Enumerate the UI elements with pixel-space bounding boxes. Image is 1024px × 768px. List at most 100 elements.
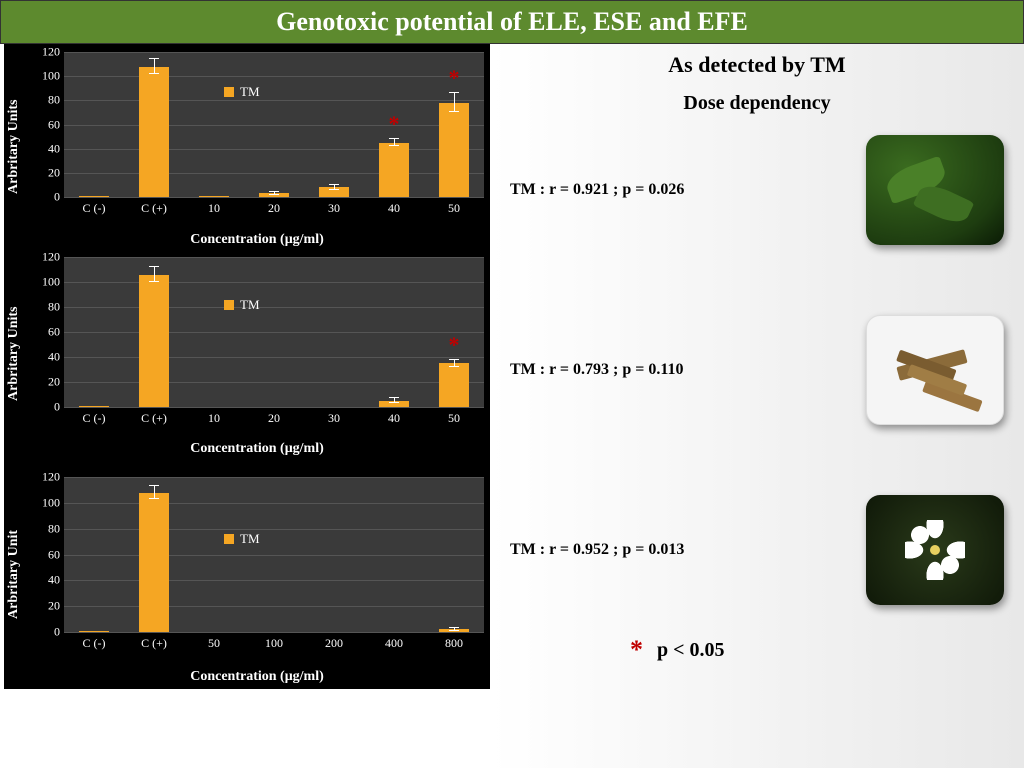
gridline <box>64 503 484 504</box>
x-axis-label: Concentration (μg/ml) <box>190 441 324 457</box>
legend-label: TM <box>240 84 260 100</box>
charts-column: Arbritary Units020406080100120C (-)C (+)… <box>0 44 490 768</box>
significance-asterisk: * <box>630 635 643 665</box>
stat-row-3: TM : r = 0.952 ; p = 0.013 <box>510 495 1004 605</box>
error-cap <box>329 189 339 190</box>
bar <box>139 275 169 408</box>
stat-text-1: TM : r = 0.921 ; p = 0.026 <box>510 181 684 199</box>
y-tick: 100 <box>42 275 60 290</box>
gridline <box>64 282 484 283</box>
x-tick: 20 <box>268 201 280 216</box>
x-axis-label: Concentration (μg/ml) <box>190 669 324 685</box>
error-bar <box>454 93 455 112</box>
bar <box>79 196 109 197</box>
y-tick: 0 <box>54 625 60 640</box>
legend: TM <box>224 531 260 547</box>
stat-row-2: TM : r = 0.793 ; p = 0.110 <box>510 315 1004 425</box>
x-tick: 800 <box>445 636 463 651</box>
significance-note: * p < 0.05 <box>630 635 1004 665</box>
gridline <box>64 555 484 556</box>
legend: TM <box>224 84 260 100</box>
y-tick: 0 <box>54 190 60 205</box>
y-tick: 80 <box>48 521 60 536</box>
plot-area: 020406080100120C (-)C (+)10203040*50 <box>64 257 484 407</box>
stat-text-2: TM : r = 0.793 ; p = 0.110 <box>510 361 684 379</box>
error-cap <box>149 498 159 499</box>
bar <box>79 631 109 632</box>
gridline <box>64 197 484 198</box>
gridline <box>64 382 484 383</box>
y-tick: 20 <box>48 375 60 390</box>
x-tick: C (-) <box>83 636 106 651</box>
gridline <box>64 76 484 77</box>
error-cap <box>269 194 279 195</box>
x-tick: C (-) <box>83 201 106 216</box>
x-tick: 50 <box>208 636 220 651</box>
y-tick: 40 <box>48 573 60 588</box>
error-cap <box>449 630 459 631</box>
x-tick: 100 <box>265 636 283 651</box>
gridline <box>64 257 484 258</box>
error-bar <box>154 267 155 282</box>
x-tick: 200 <box>325 636 343 651</box>
error-cap <box>449 627 459 628</box>
chart-1: Arbritary Units020406080100120C (-)C (+)… <box>4 44 490 249</box>
legend-swatch <box>224 300 234 310</box>
error-cap <box>149 281 159 282</box>
thumbnail-bark <box>866 315 1004 425</box>
y-tick: 60 <box>48 117 60 132</box>
y-tick: 20 <box>48 165 60 180</box>
error-cap <box>389 138 399 139</box>
gridline <box>64 477 484 478</box>
y-tick: 120 <box>42 470 60 485</box>
x-tick: 30 <box>328 411 340 426</box>
x-tick: 50 <box>448 411 460 426</box>
bar <box>439 363 469 407</box>
title-bar: Genotoxic potential of ELE, ESE and EFE <box>0 0 1024 44</box>
error-cap <box>449 92 459 93</box>
gridline <box>64 307 484 308</box>
significance-star: * <box>449 65 460 91</box>
error-cap <box>149 58 159 59</box>
error-cap <box>389 145 399 146</box>
x-tick: 10 <box>208 411 220 426</box>
gridline <box>64 357 484 358</box>
x-tick: C (+) <box>141 201 167 216</box>
main-layout: Arbritary Units020406080100120C (-)C (+)… <box>0 44 1024 768</box>
page-title: Genotoxic potential of ELE, ESE and EFE <box>276 7 748 37</box>
gridline <box>64 632 484 633</box>
y-tick: 100 <box>42 495 60 510</box>
error-bar <box>154 59 155 74</box>
significance-star: * <box>389 111 400 137</box>
bar <box>199 196 229 197</box>
legend-label: TM <box>240 531 260 547</box>
plot-area: 020406080100120C (-)C (+)50100200400800 <box>64 477 484 632</box>
y-tick: 80 <box>48 93 60 108</box>
error-cap <box>149 485 159 486</box>
error-cap <box>389 402 399 403</box>
x-tick: 40 <box>388 411 400 426</box>
gridline <box>64 100 484 101</box>
plot-area: 020406080100120C (-)C (+)102030*40*50 <box>64 52 484 197</box>
error-cap <box>449 111 459 112</box>
stat-row-1: TM : r = 0.921 ; p = 0.026 <box>510 135 1004 245</box>
significance-label: p < 0.05 <box>657 639 725 662</box>
y-tick: 60 <box>48 325 60 340</box>
x-tick: 400 <box>385 636 403 651</box>
y-axis-label: Arbritary Unit <box>4 459 24 689</box>
thumbnail-flower <box>866 495 1004 605</box>
gridline <box>64 407 484 408</box>
right-subheading: Dose dependency <box>510 92 1004 115</box>
error-cap <box>269 191 279 192</box>
x-tick: 50 <box>448 201 460 216</box>
gridline <box>64 332 484 333</box>
error-cap <box>149 266 159 267</box>
gridline <box>64 606 484 607</box>
chart-2: Arbritary Units020406080100120C (-)C (+)… <box>4 249 490 459</box>
bar <box>139 67 169 198</box>
error-cap <box>149 73 159 74</box>
y-tick: 40 <box>48 350 60 365</box>
chart-area: 020406080100120C (-)C (+)10203040*50TMCo… <box>24 249 490 459</box>
y-tick: 100 <box>42 69 60 84</box>
x-axis-label: Concentration (μg/ml) <box>190 232 324 248</box>
